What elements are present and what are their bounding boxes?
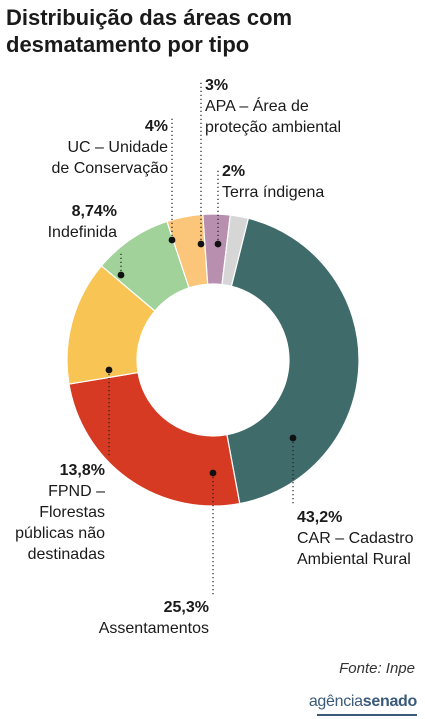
donut-slice-6 [221, 214, 250, 287]
leader-dot-1 [209, 469, 217, 477]
slice-category-label-0-0: CAR – Cadastro [297, 530, 414, 547]
leader-dot-5 [197, 240, 205, 248]
slice-value-label-0: 43,2% [297, 509, 342, 526]
leader-dot-6 [214, 240, 222, 248]
slice-category-label-4-0: UC – Unidade [68, 139, 169, 156]
logo-underline [317, 714, 417, 716]
leader-dot-0 [289, 434, 297, 442]
slice-value-label-3: 8,74% [72, 203, 117, 220]
slice-value-label-1: 25,3% [164, 599, 209, 616]
slice-category-label-0-1: Ambiental Rural [297, 551, 411, 568]
slice-value-label-6: 2% [222, 163, 245, 180]
chart-title-line-1: Distribuição das áreas com [6, 5, 293, 30]
slice-value-label-5: 3% [205, 77, 228, 94]
logo-text-senado: senado [362, 693, 418, 710]
chart-title: Distribuição das áreas com desmatamento … [6, 4, 421, 58]
agencia-senado-logo: agênciasenado [309, 693, 417, 711]
leader-dot-2 [105, 366, 113, 374]
slice-category-label-6-0: Terra índigena [222, 184, 324, 201]
slice-value-label-2: 13,8% [60, 462, 105, 479]
donut-slice-0 [226, 217, 360, 505]
leader-dot-3 [117, 271, 125, 279]
slice-category-label-2-2: públicas não [15, 525, 105, 542]
slice-category-label-5-1: proteção ambiental [205, 119, 341, 136]
slice-category-label-4-1: de Conservação [51, 160, 168, 177]
slice-category-label-5-0: APA – Área de [205, 96, 309, 115]
slice-category-label-2-0: FPND – [48, 483, 105, 500]
logo-text-agencia: agência [308, 693, 363, 710]
slice-category-label-2-1: Florestas [39, 504, 105, 521]
slice-category-label-1-0: Assentamentos [99, 620, 209, 637]
slice-category-label-2-3: destinadas [28, 546, 105, 563]
source-note: Fonte: Inpe [339, 660, 415, 677]
donut-slice-1 [68, 371, 241, 507]
slice-value-label-4: 4% [145, 118, 168, 135]
chart-title-line-2: desmatamento por tipo [6, 32, 250, 57]
slice-category-label-3-0: Indefinida [48, 224, 117, 241]
leader-dot-4 [168, 236, 176, 244]
